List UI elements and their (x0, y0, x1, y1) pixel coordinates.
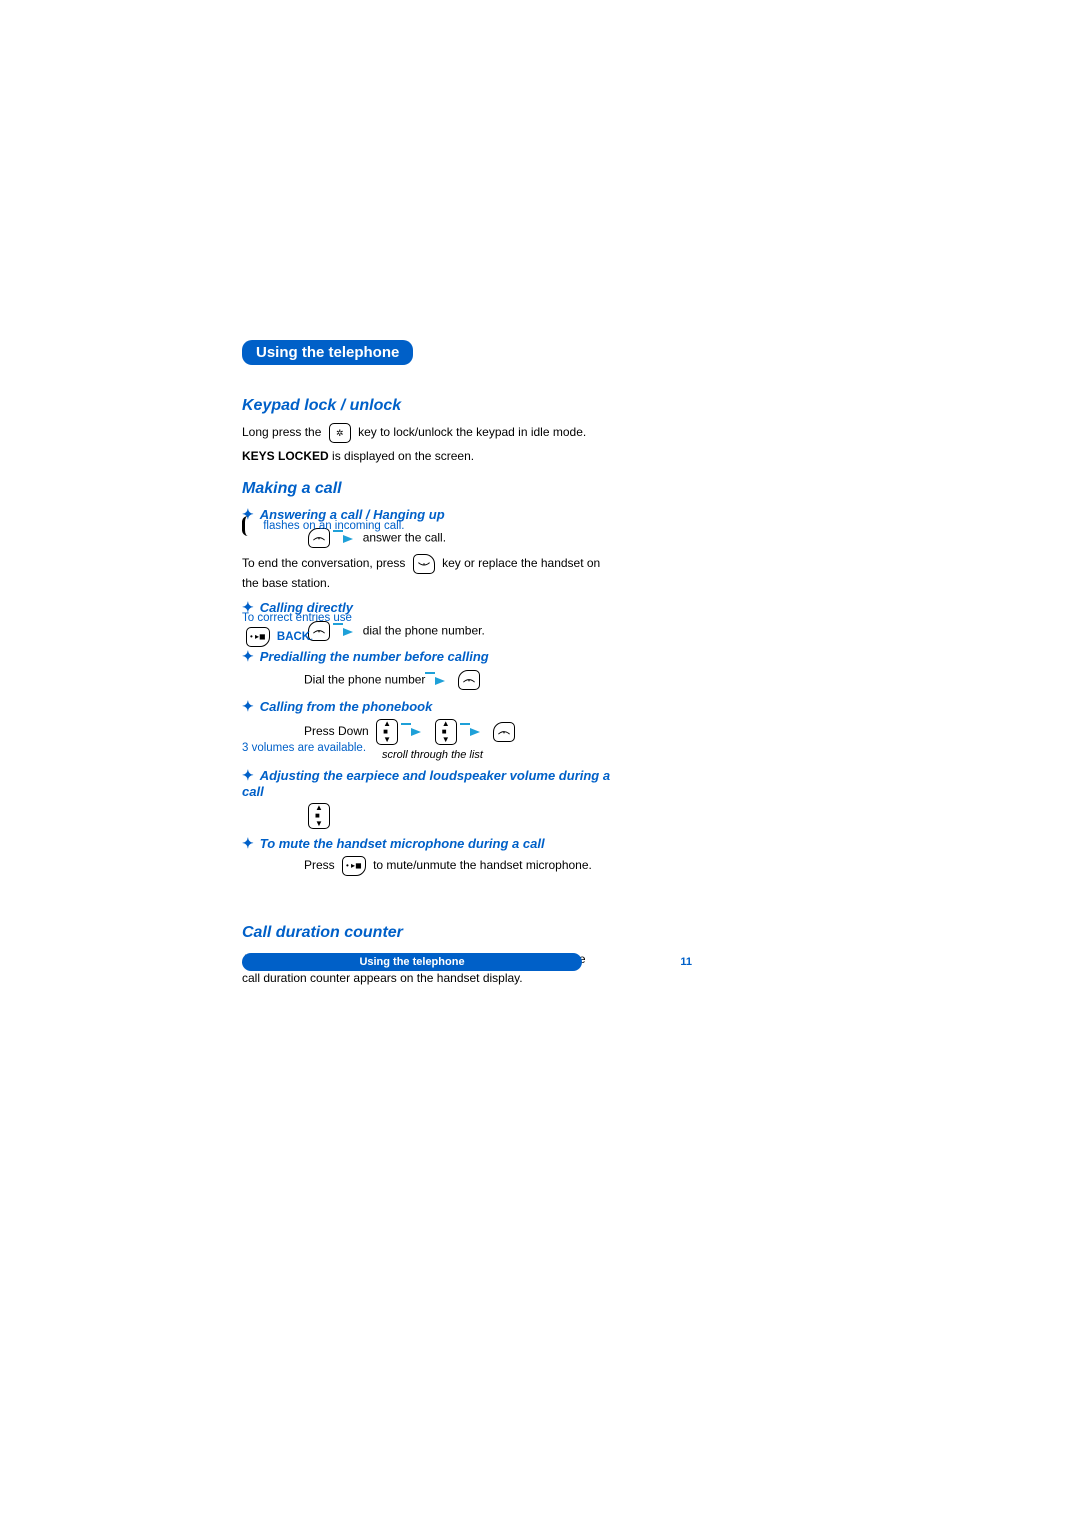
text: Predialling the number before calling (260, 649, 489, 664)
side-note-ring: flashes on an incoming call. (242, 516, 404, 536)
text: To end the conversation, press (242, 556, 405, 570)
option-key-icon: • ▸◼ (246, 627, 270, 647)
end-call-line: To end the conversation, press key or re… (242, 554, 612, 593)
text: Calling from the phonebook (260, 699, 433, 714)
call-key-icon (458, 670, 480, 690)
star-icon: ✦ (242, 648, 254, 664)
arrow-icon (411, 720, 421, 742)
star-key-icon: ✲ (329, 423, 351, 443)
keypad-line1: Long press the ✲ key to lock/unlock the … (242, 423, 842, 443)
sub-phonebook: ✦ Calling from the phonebook (242, 698, 612, 715)
keys-locked-label: KEYS LOCKED (242, 449, 329, 463)
text: key to lock/unlock the keypad in idle mo… (358, 425, 586, 439)
nav-key-icon: ▲■▼ (376, 719, 398, 745)
chapter-title-pill: Using the telephone (242, 340, 413, 365)
nav-key-icon: ▲■▼ (308, 803, 330, 829)
volume-action: ▲■▼ (242, 803, 612, 829)
text: To mute the handset microphone during a … (260, 836, 545, 851)
hangup-key-icon (413, 554, 435, 574)
arrow-icon (470, 720, 480, 742)
star-icon: ✦ (242, 835, 254, 851)
mute-action: Press • ▸◼ to mute/unmute the handset mi… (242, 856, 612, 876)
text: is displayed on the screen. (329, 449, 474, 463)
back-label: BACK (277, 631, 310, 643)
arrow-icon (435, 669, 445, 691)
sub-volume: ✦Adjusting the earpiece and loudspeaker … (242, 767, 612, 799)
text: dial the phone number. (363, 623, 485, 637)
sub-predial: ✦ Predialling the number before calling (242, 648, 612, 665)
side-note-volumes: 3 volumes are available. (242, 740, 366, 757)
section-keypad-heading: Keypad lock / unlock (242, 397, 842, 415)
sub-mute: ✦ To mute the handset microphone during a… (242, 835, 612, 852)
nav-key-icon: ▲■▼ (435, 719, 457, 745)
star-icon: ✦ (242, 767, 254, 783)
text: Press Down (304, 724, 369, 738)
ringer-icon (242, 516, 256, 536)
star-icon: ✦ (242, 698, 254, 714)
text: to mute/unmute the handset microphone. (373, 858, 592, 872)
call-key-icon (493, 722, 515, 742)
text: . (310, 631, 313, 643)
section-making-heading: Making a call (242, 480, 612, 498)
footer-title: Using the telephone (242, 953, 582, 971)
text: Adjusting the earpiece and loudspeaker v… (242, 768, 610, 799)
making-call-main: Making a call ✦Answering a call / Hangin… (242, 480, 612, 875)
text: flashes on an incoming call. (263, 520, 404, 532)
footer-page-number: 11 (680, 953, 692, 971)
section-duration-heading: Call duration counter (242, 924, 842, 942)
text: Press (304, 858, 335, 872)
side-note-correct: To correct entries use • ▸◼ BACK. (242, 610, 352, 647)
text: Long press the (242, 425, 321, 439)
predial-action: Dial the phone number (242, 669, 612, 691)
text: Dial the phone number (304, 673, 425, 687)
keypad-line2: KEYS LOCKED is displayed on the screen. (242, 447, 842, 466)
text: To correct entries use (242, 612, 352, 624)
page-footer: Using the telephone 11 (242, 953, 692, 971)
option-key-icon: • ▸◼ (342, 856, 366, 876)
page-content: Using the telephone Keypad lock / unlock… (242, 340, 842, 992)
